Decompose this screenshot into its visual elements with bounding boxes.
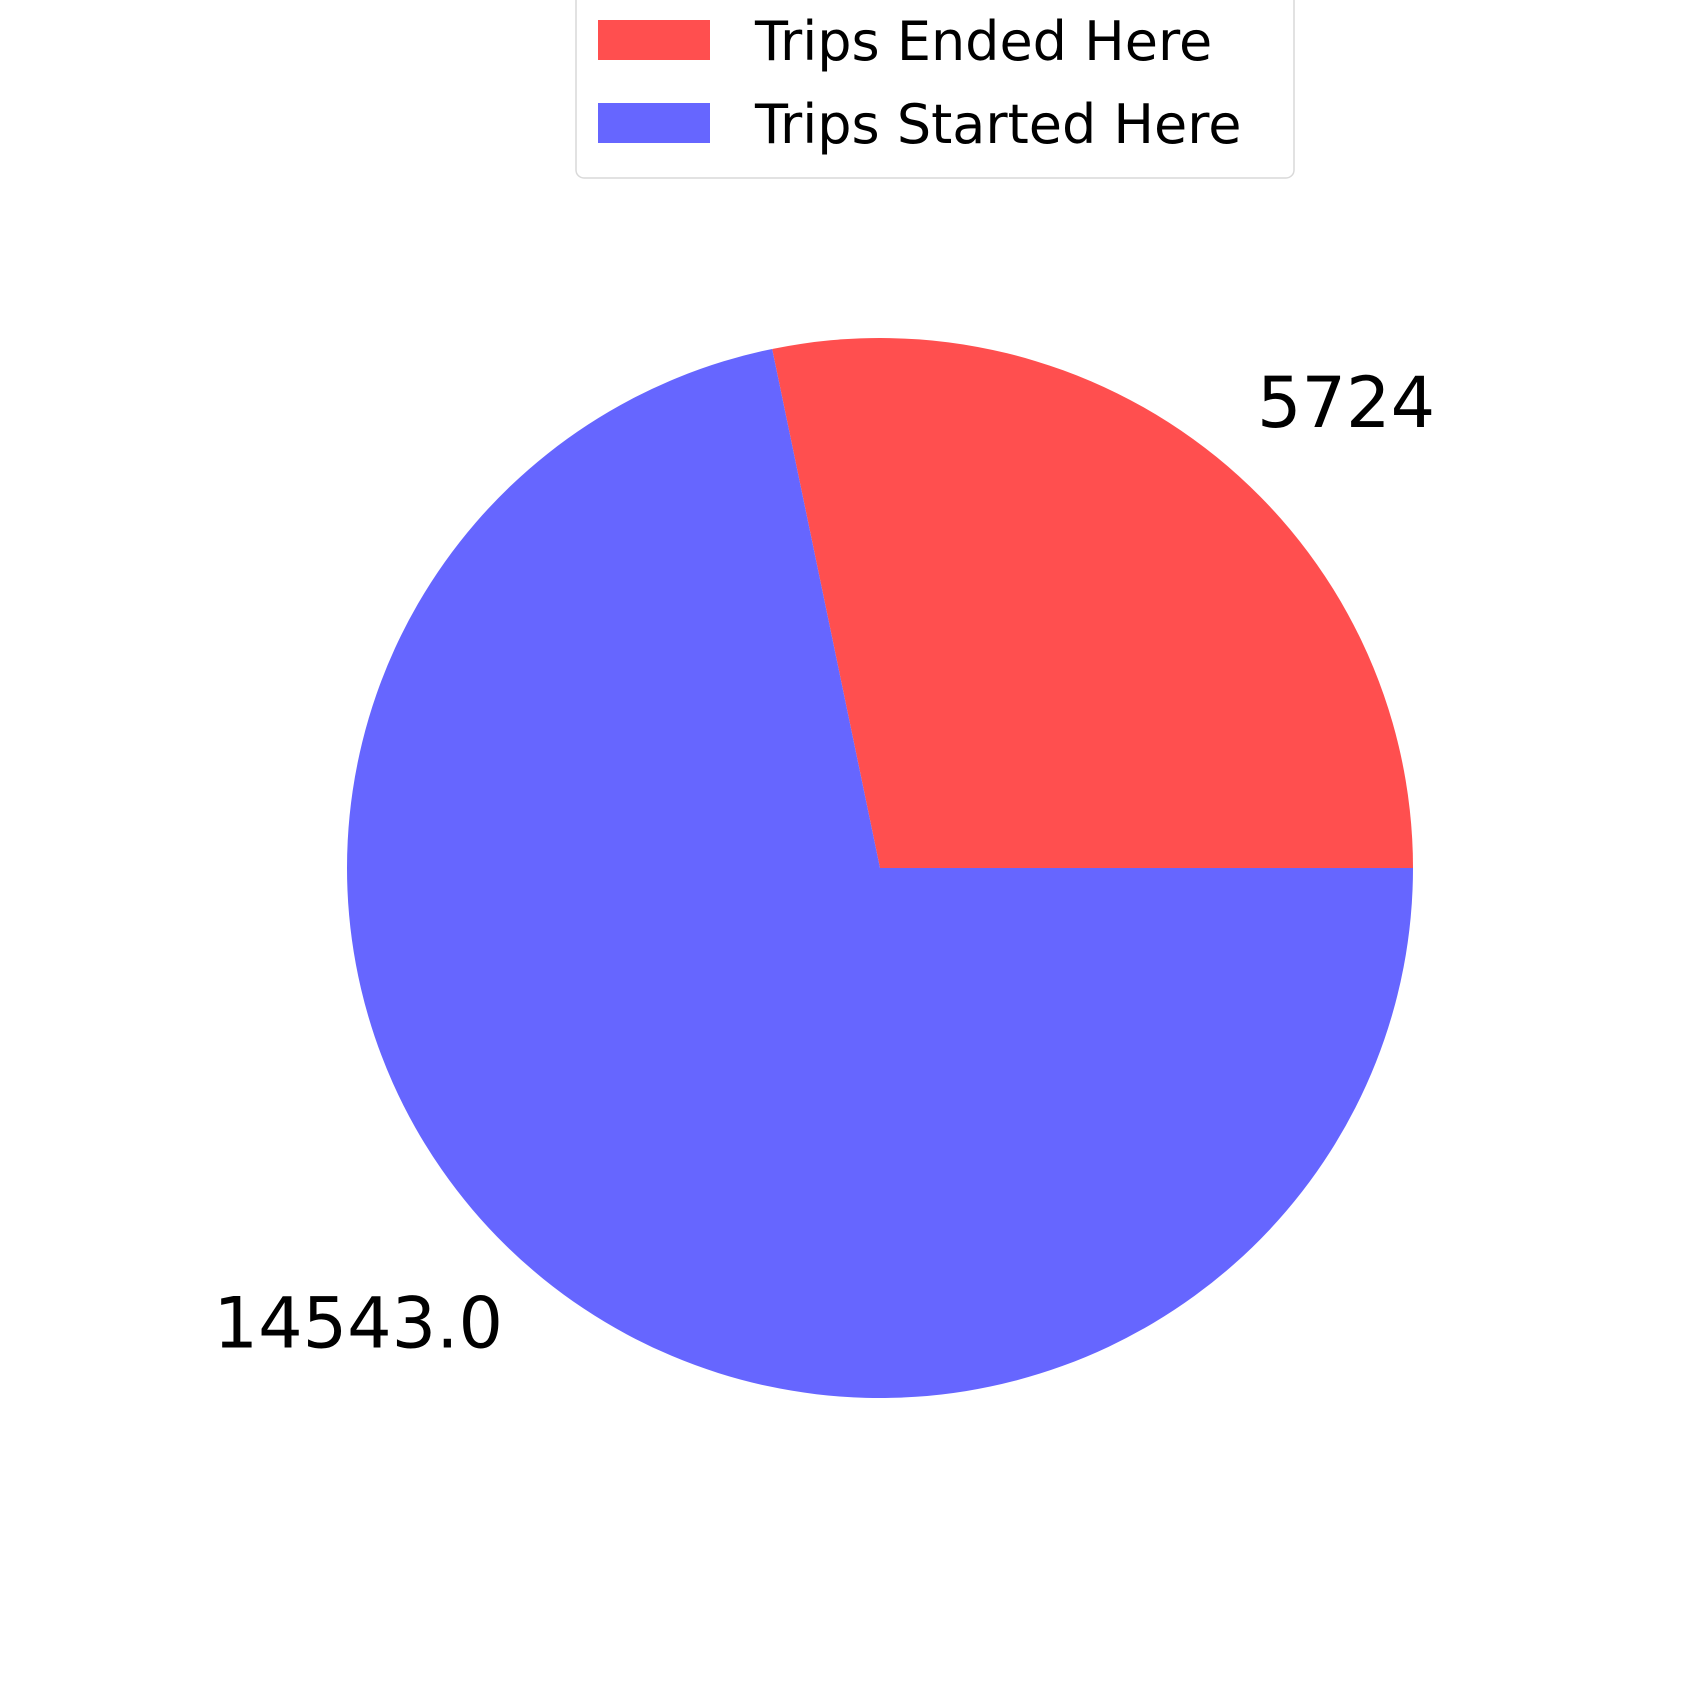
slice-labels: 5724 14543.0 — [214, 362, 1436, 1365]
pie-slice-trips-started-here — [347, 348, 1413, 1399]
legend-label-trips-ended: Trips Ended Here — [754, 10, 1212, 73]
legend: Trips Ended Here Trips Started Here — [575, 0, 1295, 179]
pie-slice-trips-ended-here — [772, 338, 1413, 868]
legend-swatch-trips-started — [598, 103, 710, 143]
legend-frame — [575, 0, 1295, 179]
legend-label-trips-started: Trips Started Here — [754, 93, 1241, 156]
legend-swatch-trips-ended — [598, 20, 710, 60]
slice-value-label: 14543.0 — [214, 1282, 503, 1364]
slice-value-label: 5724 — [1257, 362, 1435, 444]
pie-slices — [347, 338, 1413, 1399]
